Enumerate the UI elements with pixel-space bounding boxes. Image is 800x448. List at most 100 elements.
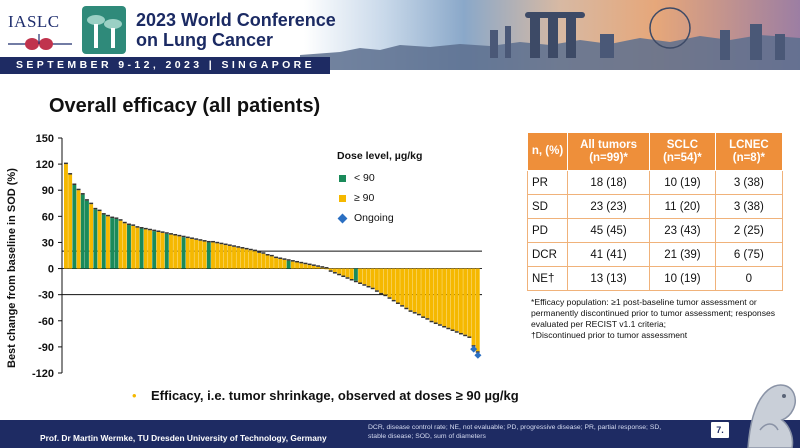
bar-end-marker <box>337 273 342 276</box>
bar-end-marker <box>202 240 207 242</box>
bar <box>101 214 106 269</box>
bar <box>324 268 329 270</box>
bar <box>106 216 110 269</box>
bar-end-marker <box>89 202 94 205</box>
bar <box>139 228 144 269</box>
table-row: DCR 41 (41) 21 (39) 6 (75) <box>527 242 784 267</box>
bar-end-marker <box>446 327 451 330</box>
singapore-skyline-image <box>300 7 800 70</box>
bar <box>181 237 186 269</box>
bar-end-marker <box>274 256 279 259</box>
bar-end-marker <box>425 318 430 320</box>
bar-end-marker <box>395 302 400 304</box>
bar <box>152 231 157 269</box>
bar <box>471 268 476 346</box>
bar <box>429 268 434 321</box>
bar-end-marker <box>72 183 77 185</box>
bar-end-marker <box>320 266 325 268</box>
bar-end-marker <box>236 246 241 248</box>
bar <box>223 245 228 269</box>
date-location-bar: SEPTEMBER 9-12, 2023 | SINGAPORE <box>0 57 330 74</box>
conference-title-line2: on Lung Cancer <box>136 30 274 50</box>
bar-end-marker <box>463 334 468 337</box>
bar <box>143 229 148 269</box>
bar <box>219 244 224 269</box>
bar-end-marker <box>101 213 106 215</box>
bar <box>463 268 468 335</box>
legend-item-ongoing: Ongoing <box>337 208 422 228</box>
bar-end-marker <box>227 244 232 246</box>
y-tick-label: -60 <box>38 316 54 328</box>
bar <box>290 261 295 269</box>
bar-end-marker <box>324 267 329 269</box>
bar <box>379 268 384 293</box>
bar <box>160 232 165 269</box>
bar-end-marker <box>219 242 224 245</box>
bar-end-marker <box>80 193 85 195</box>
bar <box>404 268 409 308</box>
bar <box>269 256 274 269</box>
bar <box>261 253 266 269</box>
bar <box>227 245 232 269</box>
bar-end-marker <box>290 260 295 262</box>
bar <box>97 211 102 269</box>
table-cell: PD <box>527 218 568 243</box>
table-cell: 13 (13) <box>566 266 651 291</box>
bar-end-marker <box>148 228 152 231</box>
bar <box>173 235 178 269</box>
bar <box>72 185 77 269</box>
bar <box>395 268 400 303</box>
bar-end-marker <box>295 260 300 263</box>
ongoing-diamond <box>474 351 482 359</box>
bar-end-marker <box>311 264 316 266</box>
bar-end-marker <box>370 287 375 290</box>
legend-label-low-dose: < 90 <box>354 172 375 184</box>
bar <box>122 223 127 269</box>
bar-end-marker <box>383 294 388 297</box>
bar-end-marker <box>110 216 115 219</box>
bar <box>80 194 85 269</box>
table-row: SD 23 (23) 11 (20) 3 (38) <box>527 194 784 219</box>
y-tick-label: -30 <box>38 290 54 302</box>
table-cell: 0 <box>714 266 784 291</box>
bar-end-marker <box>64 162 68 165</box>
bar <box>177 236 182 269</box>
bar-end-marker <box>408 310 413 312</box>
bar-end-marker <box>181 235 186 238</box>
bar-end-marker <box>442 326 447 328</box>
bar-end-marker <box>366 285 371 288</box>
bar-end-marker <box>269 254 274 257</box>
bar <box>248 250 253 269</box>
bar-end-marker <box>316 265 321 267</box>
bullet-icon: • <box>132 388 137 403</box>
bar-end-marker <box>206 240 211 243</box>
bar <box>341 268 346 276</box>
bar-end-marker <box>450 329 455 331</box>
table-header-cell: All tumors (n=99)* <box>566 132 651 171</box>
bar-end-marker <box>173 233 178 236</box>
bar-end-marker <box>198 239 203 241</box>
bar-end-marker <box>437 324 442 326</box>
bar-end-marker <box>278 257 283 259</box>
table-row: PD 45 (45) 23 (43) 2 (25) <box>527 218 784 243</box>
bar <box>89 204 94 269</box>
page-number: 7. <box>709 420 731 440</box>
bar-end-marker <box>286 259 291 261</box>
y-axis-label: Best change from baseline in SOD (%) <box>6 168 18 368</box>
bar <box>127 225 131 269</box>
legend-item-high-dose: ≥ 90 <box>337 188 422 208</box>
bar-end-marker <box>253 249 257 252</box>
bar <box>257 252 262 269</box>
speaker-credit: Prof. Dr Martin Wermke, TU Dresden Unive… <box>40 433 327 443</box>
bar <box>450 268 455 330</box>
bar-end-marker <box>362 284 367 286</box>
table-row: PR 18 (18) 10 (19) 3 (38) <box>527 170 784 195</box>
y-tick-label: 150 <box>36 133 54 145</box>
bar-end-marker <box>332 272 337 274</box>
bar-end-marker <box>282 258 287 260</box>
bar-end-marker <box>190 237 194 239</box>
legend-item-low-dose: < 90 <box>337 168 422 188</box>
bar-end-marker <box>97 209 102 212</box>
bar-end-marker <box>232 245 236 247</box>
chart-legend: Dose level, µg/kg < 90 ≥ 90 Ongoing <box>337 150 422 228</box>
